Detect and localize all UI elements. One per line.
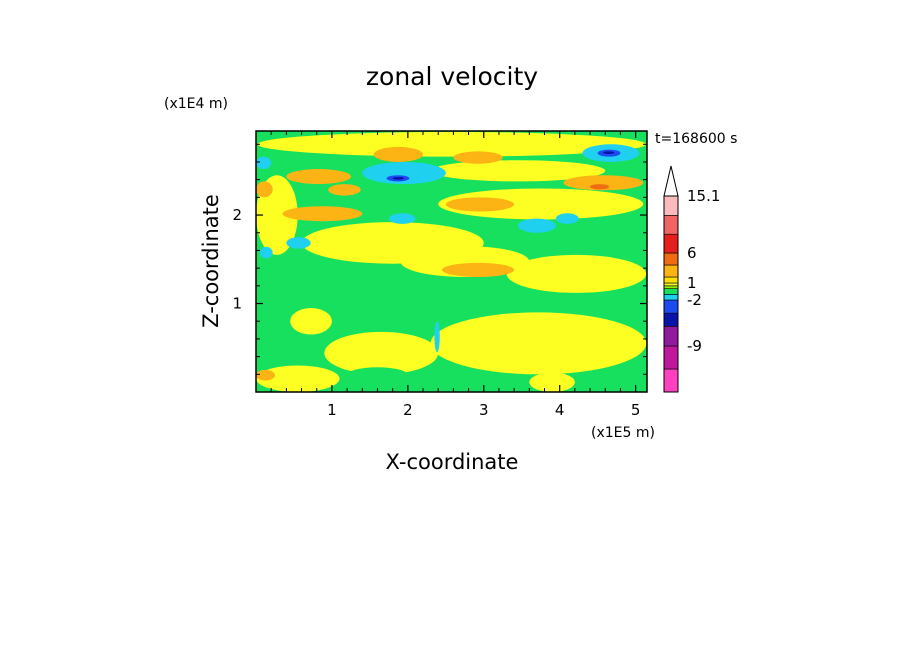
field-region-3 [438, 188, 644, 220]
field-region-7 [430, 312, 647, 375]
colorbar-band-6 [663, 288, 679, 295]
velocity-field [256, 131, 647, 392]
field-region-19 [282, 206, 363, 222]
field-region-31 [517, 218, 556, 233]
field-region-20 [445, 197, 515, 212]
colorbar-band-3 [663, 312, 679, 327]
field-region-11 [529, 372, 575, 392]
field-region-33 [555, 213, 579, 224]
colorbar-label-6: 6 [687, 244, 697, 262]
y-axis-title: Z-coordinate [199, 194, 223, 328]
x-tick-label-1: 1 [327, 401, 337, 419]
field-region-30 [286, 237, 311, 249]
field-region-15 [373, 146, 424, 162]
field-region-37 [392, 177, 405, 180]
x-tick-label-5: 5 [631, 401, 641, 419]
field-region-21 [563, 175, 644, 191]
colorbar-extend-arrow [663, 165, 679, 197]
field-region-10 [290, 307, 332, 335]
x-axis: 1 2 3 4 5 [270, 131, 641, 419]
chart-title: zonal velocity [366, 62, 538, 91]
field-region-22 [442, 262, 515, 277]
colorbar-band-9 [663, 276, 679, 284]
x-tick-label-4: 4 [555, 401, 565, 419]
field-region-32 [388, 213, 416, 224]
field-region-12 [324, 290, 446, 308]
field-region-14 [347, 367, 408, 384]
colorbar-label--2: -2 [687, 291, 702, 309]
x-tick-label-3: 3 [479, 401, 489, 419]
field-region-23 [256, 181, 273, 198]
colorbar-band-1 [663, 345, 679, 370]
y-tick-label-2: 2 [232, 206, 242, 224]
colorbar-frame [663, 195, 679, 393]
x-axis-title: X-coordinate [386, 450, 519, 474]
field-region-28 [256, 156, 272, 170]
colorbar-band-10 [663, 264, 679, 278]
field-region-2 [430, 160, 606, 182]
colorbar-band-11 [663, 252, 679, 266]
y-tick-label-1: 1 [232, 295, 242, 313]
colorbar-band-4 [663, 299, 679, 314]
field-region-38 [602, 151, 615, 155]
field-region-34 [434, 321, 440, 353]
colorbar: 15.1 6 1-2 -9 [663, 165, 720, 393]
x-tick-label-2: 2 [403, 401, 413, 419]
y-axis-unit: (x1E4 m) [164, 96, 228, 112]
colorbar-band-7 [663, 285, 679, 289]
colorbar-band-14 [663, 195, 679, 216]
field-region-13 [256, 325, 287, 348]
field-region-25 [590, 184, 610, 190]
field-region-16 [453, 151, 503, 164]
field-region-18 [328, 184, 361, 196]
colorbar-band-8 [663, 282, 679, 287]
colorbar-label-15.1: 15.1 [687, 187, 720, 205]
field-region-17 [286, 169, 351, 185]
colorbar-band-12 [663, 233, 679, 254]
field-region-9 [256, 365, 340, 392]
colorbar-band-2 [663, 325, 679, 347]
colorbar-band-0 [663, 368, 679, 393]
colorbar-band-5 [663, 294, 679, 301]
colorbar-label--9: -9 [687, 337, 702, 355]
field-region-29 [259, 246, 273, 259]
field-region-5 [506, 254, 647, 293]
field-region-24 [256, 369, 275, 381]
y-axis: 12 [232, 143, 647, 375]
colorbar-label-1: 1 [687, 274, 697, 292]
x-axis-unit: (x1E5 m) [591, 425, 655, 441]
field-region-0 [257, 131, 647, 157]
colorbar-band-13 [663, 215, 679, 235]
plot-frame [255, 130, 648, 393]
field-region-8 [324, 331, 439, 375]
time-label: t=168600 s [655, 131, 737, 147]
field-region-26 [362, 161, 446, 185]
